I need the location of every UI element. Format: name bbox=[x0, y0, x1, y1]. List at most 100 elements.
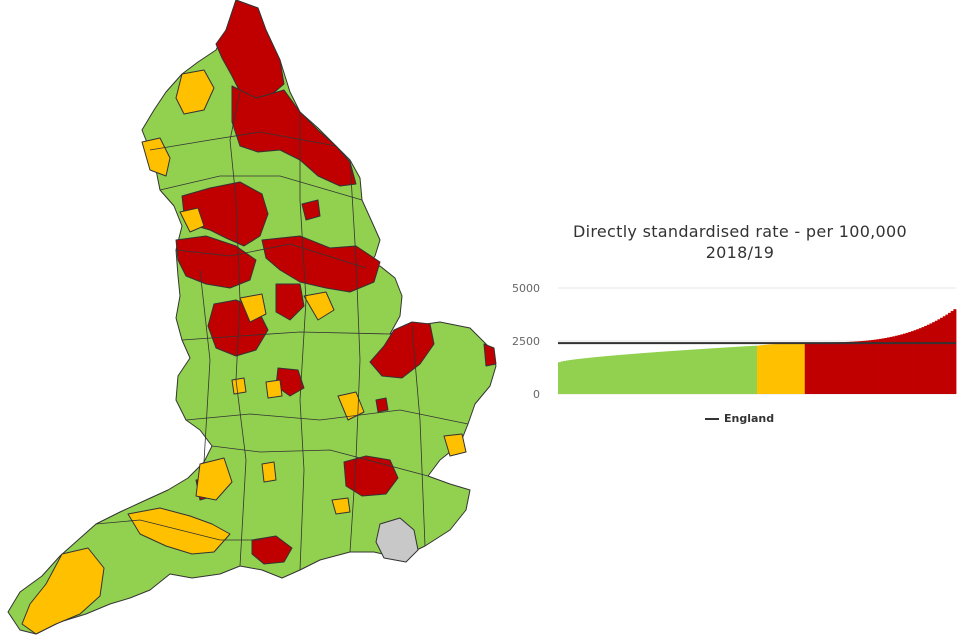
map-region-dorset-coast bbox=[251, 535, 293, 565]
bar-similar bbox=[778, 343, 782, 394]
map-boundaries bbox=[95, 91, 469, 571]
bar-better bbox=[595, 357, 599, 394]
y-tick-label: 0 bbox=[533, 388, 540, 401]
bar-better bbox=[632, 353, 636, 394]
bar-worse bbox=[932, 322, 936, 394]
bar-worse bbox=[812, 342, 816, 394]
bar-worse bbox=[929, 323, 933, 394]
bar-worse bbox=[857, 341, 861, 394]
bar-worse bbox=[839, 342, 843, 394]
bar-worse bbox=[818, 342, 822, 394]
bar-better bbox=[746, 346, 750, 394]
bar-worse bbox=[879, 338, 883, 394]
bar-worse bbox=[849, 341, 853, 394]
bar-better bbox=[693, 349, 697, 394]
bar-worse bbox=[836, 342, 840, 394]
bar-better bbox=[573, 359, 577, 394]
map-region-kent bbox=[443, 433, 467, 457]
bar-better bbox=[682, 350, 686, 394]
map-regions-worse bbox=[175, 0, 497, 565]
bar-worse bbox=[926, 324, 930, 394]
bar-better bbox=[611, 355, 615, 394]
map-region-derbyshire bbox=[239, 293, 267, 323]
map-boundary-line bbox=[299, 112, 307, 571]
bar-better bbox=[637, 353, 641, 394]
chart-subtitle: 2018/19 bbox=[705, 243, 775, 262]
bar-better bbox=[658, 351, 662, 394]
bar-worse bbox=[804, 342, 808, 394]
bar-better bbox=[754, 345, 758, 394]
bar-worse bbox=[833, 342, 837, 394]
bar-better bbox=[560, 361, 564, 394]
bar-better bbox=[706, 348, 710, 394]
bar-worse bbox=[847, 341, 851, 394]
bar-better bbox=[579, 358, 583, 394]
map-boundary-line bbox=[185, 409, 469, 425]
map-boundary-line bbox=[149, 131, 337, 151]
bar-worse bbox=[884, 337, 888, 394]
map-region-nottinghamshire bbox=[303, 291, 335, 321]
bar-worse bbox=[825, 342, 830, 394]
bar-better bbox=[741, 346, 745, 394]
bar-similar bbox=[799, 342, 803, 394]
bar-chart: 0 2500 5000 bbox=[512, 282, 957, 401]
bar-better bbox=[592, 357, 596, 394]
bar-similar bbox=[802, 342, 806, 394]
bar-better bbox=[725, 347, 729, 394]
map-region-south-yorkshire bbox=[261, 235, 381, 293]
bar-worse bbox=[940, 317, 944, 394]
bar-worse bbox=[873, 339, 877, 394]
bar-better bbox=[714, 348, 718, 394]
bar-worse bbox=[820, 342, 824, 394]
map-region-nottingham bbox=[275, 283, 305, 321]
map-regions-not-compared bbox=[375, 517, 419, 563]
bar-similar bbox=[764, 344, 769, 394]
bar-worse bbox=[921, 327, 925, 394]
bar-worse bbox=[950, 311, 954, 394]
bar-similar bbox=[796, 342, 800, 394]
bar-better bbox=[711, 348, 715, 394]
bar-better bbox=[613, 355, 617, 394]
map-boundary-line bbox=[199, 269, 211, 463]
map-region-london bbox=[343, 455, 399, 497]
bar-similar bbox=[772, 344, 776, 394]
bar-better bbox=[642, 353, 646, 394]
bar-similar bbox=[786, 343, 790, 394]
bar-similar bbox=[767, 344, 771, 394]
bar-better bbox=[581, 358, 585, 394]
map-boundary-line bbox=[211, 445, 429, 477]
bar-worse bbox=[934, 320, 938, 394]
bar-better bbox=[674, 350, 678, 394]
bar-worse bbox=[900, 334, 904, 394]
map-region-tyne-wear-durham bbox=[231, 85, 357, 187]
bar-worse bbox=[871, 339, 875, 394]
bar-better bbox=[666, 351, 670, 394]
map-region-norfolk-fens bbox=[369, 321, 435, 379]
bar-worse bbox=[918, 328, 922, 394]
bar-worse bbox=[810, 342, 814, 394]
bar-better bbox=[727, 347, 731, 394]
bar-better bbox=[685, 349, 689, 394]
chart-title: Directly standardised rate - per 100,000 bbox=[572, 222, 907, 241]
bar-similar bbox=[791, 343, 795, 394]
bar-worse bbox=[860, 341, 864, 394]
bar-similar bbox=[788, 343, 792, 394]
bar-worse bbox=[910, 331, 914, 394]
bar-better bbox=[749, 345, 753, 394]
bar-better bbox=[690, 349, 694, 394]
map-region-cornwall bbox=[21, 547, 105, 635]
bar-worse bbox=[942, 316, 946, 394]
bar-better bbox=[603, 356, 607, 394]
map-regions-similar bbox=[21, 69, 467, 635]
bar-worse bbox=[897, 335, 901, 394]
map-region-hampshire bbox=[331, 497, 351, 515]
map-region-cumbria-north bbox=[175, 69, 215, 115]
bar-better bbox=[608, 355, 612, 394]
map-boundary-line bbox=[349, 159, 361, 553]
chart-bars bbox=[558, 309, 957, 394]
bar-better bbox=[571, 359, 575, 394]
bar-better bbox=[688, 349, 692, 394]
bar-worse bbox=[865, 340, 869, 394]
bar-worse bbox=[953, 309, 957, 394]
bar-better bbox=[703, 348, 707, 394]
